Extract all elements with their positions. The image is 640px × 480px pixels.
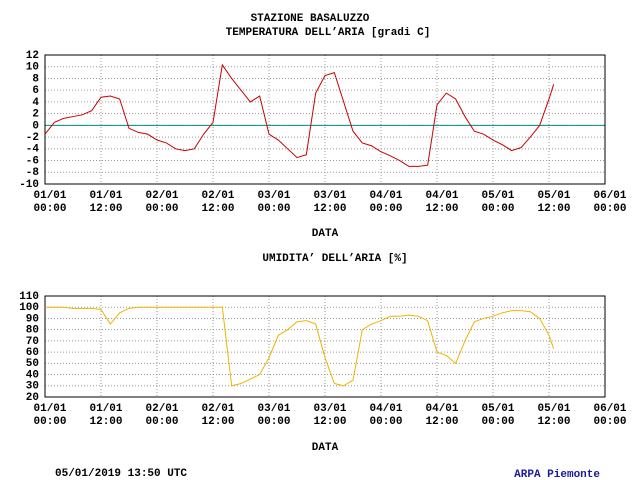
y-tick-label: 30	[26, 381, 39, 393]
y-tick-label: -2	[26, 132, 39, 144]
x-tick-label: 04/01 00:00	[369, 403, 403, 428]
y-tick-label: 60	[26, 347, 39, 359]
x-tick-label: 06/01 00:00	[593, 190, 627, 215]
x-tick-label: 03/01 00:00	[257, 190, 291, 215]
x-tick-label: 05/01 12:00	[537, 403, 571, 428]
x-tick-label: 02/01 00:00	[145, 190, 179, 215]
x-tick-label: 01/01 00:00	[33, 190, 67, 215]
plot-frame	[44, 295, 606, 398]
x-tick-label: 04/01 00:00	[369, 190, 403, 215]
x-tick-label: 02/01 00:00	[145, 403, 179, 428]
x-tick-label: 01/01 12:00	[89, 403, 123, 428]
x-tick-label: 01/01 12:00	[89, 190, 123, 215]
x-tick-label: 03/01 00:00	[257, 403, 291, 428]
chart-title: UMIDITA’ DELL’ARIA [%]	[262, 253, 407, 265]
x-tick-label: 04/01 12:00	[425, 190, 459, 215]
y-tick-label: -8	[26, 167, 40, 179]
y-tick-label: 4	[32, 97, 39, 109]
y-tick-label: -6	[26, 155, 39, 167]
x-tick-label: 02/01 12:00	[201, 403, 235, 428]
y-tick-label: 12	[26, 50, 39, 62]
y-tick-label: 10	[26, 62, 39, 74]
timestamp: 05/01/2019 13:50 UTC	[55, 468, 187, 480]
y-tick-label: 8	[32, 73, 39, 85]
chart-subtitle: TEMPERATURA DELL’ARIA [gradi C]	[226, 27, 431, 39]
x-tick-label: 01/01 00:00	[33, 403, 67, 428]
x-tick-label: 06/01 00:00	[593, 403, 627, 428]
x-tick-label: 05/01 00:00	[481, 403, 515, 428]
y-tick-label: 6	[32, 85, 39, 97]
x-tick-label: 03/01 12:00	[313, 403, 347, 428]
x-axis-label: DATA	[312, 228, 339, 240]
y-tick-label: 80	[26, 325, 39, 337]
y-tick-label: 20	[26, 392, 39, 404]
source: ARPA Piemonte	[514, 469, 600, 480]
y-tick-label: 100	[19, 302, 39, 314]
y-tick-label: -10	[19, 179, 39, 191]
y-tick-label: -4	[26, 144, 40, 156]
x-axis-label: DATA	[312, 442, 339, 454]
x-tick-label: 04/01 12:00	[425, 403, 459, 428]
data-line	[45, 306, 555, 387]
y-tick-label: 40	[26, 369, 39, 381]
y-tick-label: 110	[19, 291, 39, 303]
y-tick-label: 2	[32, 109, 39, 121]
y-tick-label: 50	[26, 358, 39, 370]
y-tick-label: 70	[26, 336, 39, 348]
y-tick-label: 90	[26, 313, 39, 325]
chart-title: STAZIONE BASALUZZO	[251, 13, 370, 25]
plot-frame	[44, 54, 606, 185]
x-tick-label: 03/01 12:00	[313, 190, 347, 215]
x-tick-label: 05/01 12:00	[537, 190, 571, 215]
y-tick-label: 0	[32, 120, 39, 132]
data-line	[44, 63, 555, 167]
x-tick-label: 02/01 12:00	[201, 190, 235, 215]
x-tick-label: 05/01 00:00	[481, 190, 515, 215]
